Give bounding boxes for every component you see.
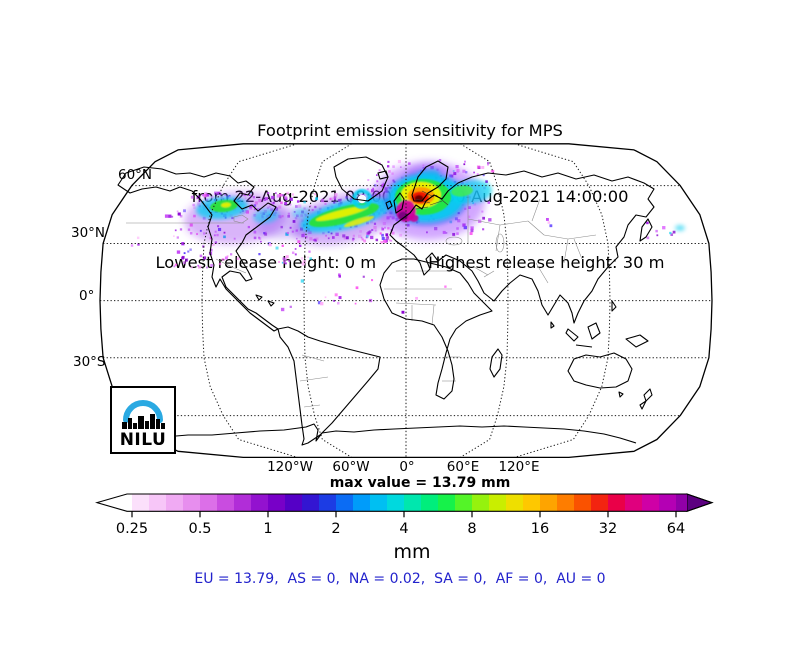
lon-label-120e: 120°E <box>498 459 540 475</box>
nilu-logo: NILU <box>110 386 176 454</box>
region-totals-line: EU = 13.79, AS = 0, NA = 0.02, SA = 0, A… <box>194 571 606 587</box>
colorbar-unit-label: mm <box>393 541 431 563</box>
lon-label-120w: 120°W <box>267 459 313 475</box>
lon-label-60w: 60°W <box>332 459 370 475</box>
release-height-line: Lowest release height: 0 m Highest releas… <box>10 252 800 274</box>
nilu-logo-graphic <box>122 400 165 429</box>
svg-text:0.5: 0.5 <box>188 521 211 537</box>
nilu-arc-icon <box>123 400 163 423</box>
coastlines <box>117 156 655 446</box>
nilu-skyline-icon <box>122 414 165 429</box>
colorbar: 0.25 0.5 1 2 4 8 16 32 64 <box>95 493 714 537</box>
lon-label-0: 0° <box>399 459 415 475</box>
svg-text:4: 4 <box>399 521 408 537</box>
figure-title: Footprint emission sensitivity for MPS <box>257 121 563 140</box>
nilu-logo-text: NILU <box>119 430 167 450</box>
lat-label-60n: 60°N <box>118 167 153 183</box>
svg-text:1: 1 <box>263 521 272 537</box>
map-canvas <box>99 143 713 459</box>
lat-label-30s: 30°S <box>73 354 106 370</box>
svg-text:8: 8 <box>467 521 476 537</box>
world-map: NILU <box>96 143 716 459</box>
svg-text:32: 32 <box>599 521 617 537</box>
svg-text:16: 16 <box>531 521 549 537</box>
svg-text:2: 2 <box>331 521 340 537</box>
max-value-label: max value = 13.79 mm <box>329 475 511 491</box>
svg-text:0.25: 0.25 <box>116 521 148 537</box>
graticule <box>100 143 712 458</box>
svg-text:64: 64 <box>667 521 685 537</box>
lat-label-0: 0° <box>79 288 95 304</box>
lon-label-60e: 60°E <box>446 459 480 475</box>
lat-label-30n: 30°N <box>71 225 106 241</box>
plume-core-layer <box>210 179 473 228</box>
map-boundary <box>99 143 713 459</box>
country-borders <box>126 195 597 408</box>
